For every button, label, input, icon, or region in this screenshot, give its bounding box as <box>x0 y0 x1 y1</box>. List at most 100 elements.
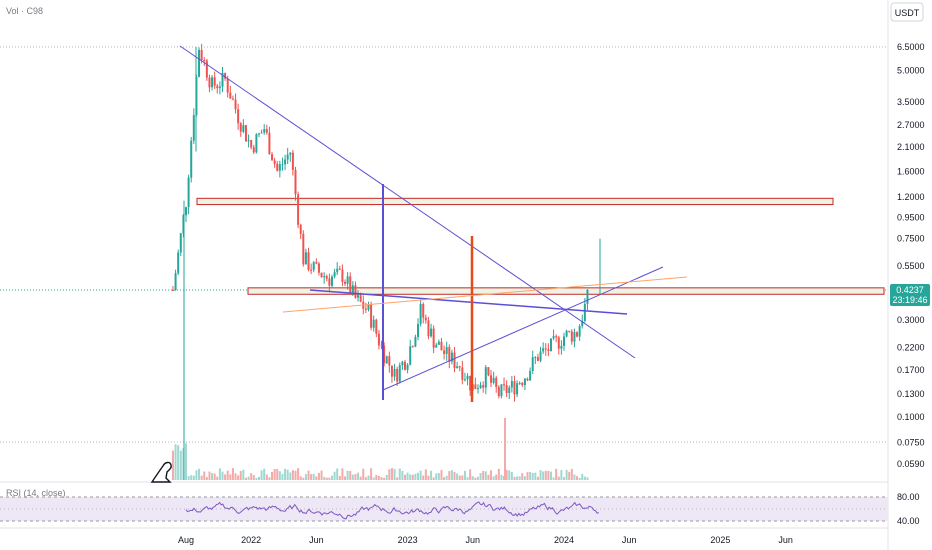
candlesticks <box>171 43 601 480</box>
volume-bar <box>536 476 539 480</box>
drawings <box>179 45 688 402</box>
candle-body <box>257 133 260 135</box>
volume-bar <box>231 468 234 480</box>
candle-body <box>565 330 568 337</box>
candle-body <box>302 233 305 265</box>
price-tick: 0.3000 <box>897 315 925 325</box>
rsi-tick: 80.00 <box>897 492 920 502</box>
currency-button[interactable]: USDT <box>895 8 920 18</box>
volume-bar <box>578 477 581 480</box>
candle-body <box>542 348 545 352</box>
volume-bar <box>349 470 352 480</box>
candle-body <box>560 345 563 349</box>
candle-body <box>450 352 453 362</box>
volume-bar <box>403 474 406 480</box>
candle-body <box>297 194 300 225</box>
orange-trendline <box>282 276 688 313</box>
volume-bar <box>450 470 453 480</box>
volume-bar <box>479 473 482 480</box>
candle-body <box>182 215 185 234</box>
candle-body <box>242 125 245 132</box>
candle-body <box>333 272 336 277</box>
candle-body <box>390 365 393 377</box>
price-tick: 5.0000 <box>897 65 925 75</box>
volume-bar <box>542 471 545 480</box>
candle-body <box>448 347 451 362</box>
candle-body <box>221 72 224 87</box>
volume-bar <box>357 472 360 480</box>
volume-bar <box>432 477 435 480</box>
volume-bar <box>430 470 433 480</box>
volume-bar <box>458 475 461 480</box>
volume-bar <box>362 468 365 480</box>
volume-spike <box>504 418 506 480</box>
candle-body <box>534 357 537 359</box>
candle-body <box>203 59 206 61</box>
price-tick: 1.2000 <box>897 192 925 202</box>
volume-bar <box>289 472 292 480</box>
volume-bar <box>474 477 477 480</box>
volume-bar <box>396 477 399 480</box>
volume-bar <box>341 468 344 480</box>
currency-button-frame[interactable] <box>890 2 924 22</box>
volume-indicator-label[interactable]: Vol · C98 <box>6 6 43 16</box>
candle-body <box>330 276 333 286</box>
candle-body <box>552 336 555 339</box>
support-zone <box>196 197 834 206</box>
volume-bar <box>435 473 438 480</box>
volume-bar <box>276 469 279 480</box>
candle-body <box>445 347 448 354</box>
volume-bar <box>448 471 451 480</box>
candle-body <box>234 99 237 110</box>
volume-bar <box>552 477 555 480</box>
volume-bar <box>443 477 446 480</box>
candle-body <box>341 269 344 282</box>
candle-body <box>469 375 472 391</box>
price-tick: 0.1300 <box>897 389 925 399</box>
candle-body <box>581 320 584 326</box>
rsi-label[interactable]: RSI (14, close) <box>6 488 66 498</box>
volume-bar <box>268 477 271 480</box>
candle-body <box>255 134 258 153</box>
candle-body <box>503 384 506 386</box>
candle-body <box>419 304 422 324</box>
time-tick: Jun <box>466 535 481 545</box>
volume-bar <box>312 473 315 480</box>
candle-body <box>466 375 469 380</box>
candle-body <box>500 384 503 397</box>
volume-bar <box>390 468 393 480</box>
time-tick: 2023 <box>398 535 418 545</box>
volume-bar <box>380 477 383 480</box>
bar-countdown: 23:19:46 <box>892 295 927 305</box>
volume-bar <box>463 470 466 480</box>
candle-body <box>563 336 565 346</box>
candle-body <box>370 304 373 328</box>
volume-bar <box>255 477 258 480</box>
time-tick: 2022 <box>241 535 261 545</box>
volume-bar <box>497 468 500 480</box>
volume-bar <box>476 476 479 480</box>
rsi-tick: 40.00 <box>897 516 920 526</box>
candle-body <box>414 336 417 347</box>
volume-bar <box>510 472 513 480</box>
candle-body <box>208 77 211 88</box>
volume-bar <box>482 471 485 480</box>
last-price-badge <box>890 284 930 306</box>
candle-body <box>315 262 318 264</box>
candle-body <box>526 378 529 381</box>
candle-body <box>443 350 446 354</box>
rsi-pane: 80.00 40.00 <box>185 492 920 526</box>
volume-bar <box>221 471 224 480</box>
volume-bar <box>242 469 245 480</box>
volume-bar <box>370 468 373 480</box>
volume-bar <box>304 474 307 480</box>
neckline <box>309 289 628 315</box>
candle-body <box>375 319 378 334</box>
ascending-trendline <box>382 266 664 391</box>
volume-bar <box>471 476 474 480</box>
volume-bar <box>291 470 294 480</box>
candle-body <box>338 268 341 270</box>
volume-bar <box>310 474 313 480</box>
volume-bar <box>250 473 253 480</box>
